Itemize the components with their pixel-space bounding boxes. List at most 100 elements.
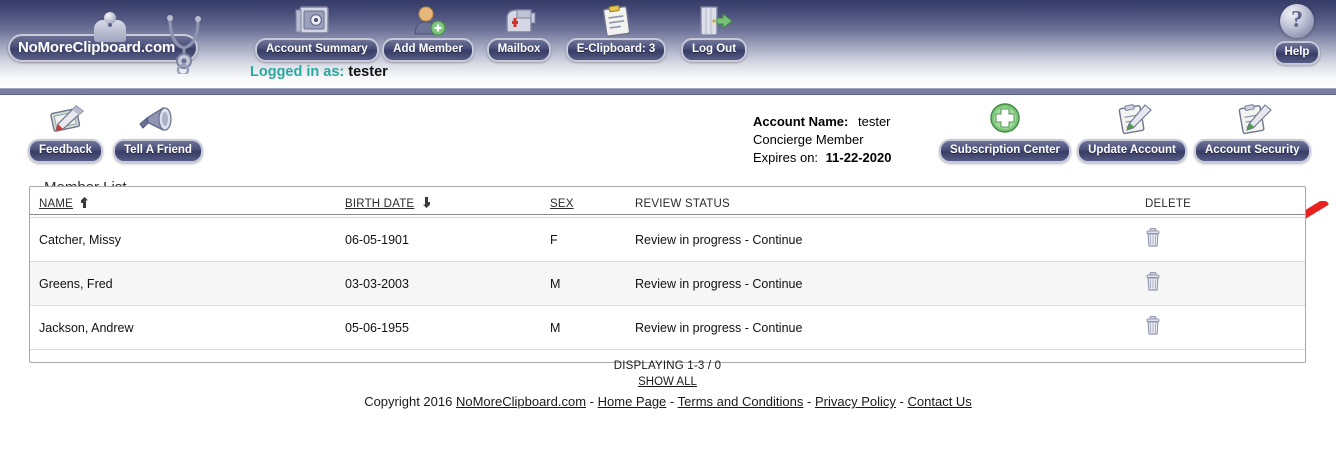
footer-link-home-page[interactable]: Home Page: [597, 394, 667, 409]
update-account-label[interactable]: Update Account: [1077, 139, 1187, 163]
cell-name: Catcher, Missy: [30, 217, 345, 262]
member-list-table: NAME BIRTH DATE SEX: [30, 187, 1305, 350]
displaying-count: DISPLAYING 1-3 / 0: [613, 360, 722, 372]
logged-in-prefix: Logged in as:: [250, 64, 345, 80]
feedback-label[interactable]: Feedback: [28, 139, 104, 163]
cell-birth-date: 03-03-2003: [345, 261, 550, 306]
member-list-panel: NAME BIRTH DATE SEX: [29, 186, 1306, 388]
footer-separator: -: [807, 394, 812, 409]
clipboard-pen-icon: [1229, 102, 1275, 136]
help-button[interactable]: ? Help: [1266, 4, 1328, 65]
safe-icon: [292, 4, 336, 38]
header-banner: [0, 0, 1336, 88]
subscription-center-label[interactable]: Subscription Center: [939, 139, 1071, 163]
cell-delete: [1135, 217, 1305, 262]
cell-delete: [1135, 305, 1305, 350]
membership-level: Concierge Member: [753, 132, 864, 147]
trash-icon[interactable]: [1145, 272, 1161, 292]
add-person-icon: [406, 4, 450, 38]
nav-item-mailbox[interactable]: Mailbox: [483, 4, 555, 62]
trash-icon[interactable]: [1145, 316, 1161, 336]
cell-sex: F: [550, 217, 635, 262]
footer-separator: -: [589, 394, 595, 409]
footer-link-terms-and-conditions[interactable]: Terms and Conditions: [677, 394, 804, 409]
account-name-value: tester: [857, 114, 891, 129]
feedback-pencil-icon: [42, 102, 88, 136]
column-header-sex[interactable]: SEX: [550, 187, 635, 215]
account-security-label[interactable]: Account Security: [1194, 139, 1311, 163]
tell-a-friend-button[interactable]: Tell A Friend: [110, 102, 206, 163]
table-row: Greens, Fred 03-03-2003 M Review in prog…: [30, 261, 1305, 306]
page-footer: Copyright 2016 NoMoreClipboard.com - Hom…: [0, 394, 1336, 409]
nav-item-add-member[interactable]: Add Member: [381, 4, 475, 62]
account-name-label: Account Name:: [753, 114, 849, 129]
nav-item-e-clipboard[interactable]: E-Clipboard: 3: [563, 4, 669, 62]
cell-review-status[interactable]: Review in progress - Continue: [635, 217, 1135, 262]
header-rule: [30, 214, 1305, 218]
nav-item-account-summary[interactable]: Account Summary: [255, 4, 379, 62]
megaphone-icon: [135, 102, 181, 136]
action-toolbar: Feedback Tell A Friend Account Name: tes…: [0, 98, 1336, 237]
logo-text: NoMoreClipboard.com: [18, 39, 176, 56]
nav-label-add-member[interactable]: Add Member: [382, 38, 474, 62]
nav-label-mailbox[interactable]: Mailbox: [486, 38, 552, 62]
column-header-review-status-label: REVIEW STATUS: [635, 197, 730, 210]
clipboard-pen-icon: [1109, 102, 1155, 136]
show-all-link[interactable]: SHOW ALL: [638, 376, 697, 388]
site-logo[interactable]: NoMoreClipboard.com: [8, 12, 218, 74]
header-divider: [0, 88, 1336, 95]
table-header-row: NAME BIRTH DATE SEX: [30, 187, 1305, 215]
help-label[interactable]: Help: [1273, 41, 1321, 65]
question-mark-icon: ?: [1280, 4, 1314, 38]
logged-in-username: tester: [348, 64, 388, 80]
column-header-name[interactable]: NAME: [30, 187, 345, 215]
column-header-name-label: NAME: [39, 198, 74, 210]
column-header-birth-date[interactable]: BIRTH DATE: [345, 187, 550, 215]
expires-label: Expires on:: [753, 150, 819, 165]
column-header-review-status: REVIEW STATUS: [635, 187, 1135, 215]
trash-icon[interactable]: [1145, 228, 1161, 248]
clipboard-clip-icon: [86, 12, 134, 42]
footer-separator: -: [669, 394, 675, 409]
column-header-delete: DELETE: [1135, 187, 1305, 215]
pagination-bar: DISPLAYING 1-3 / 0 SHOW ALL: [30, 350, 1305, 396]
nav-label-e-clipboard[interactable]: E-Clipboard: 3: [565, 38, 667, 62]
table-row: Catcher, Missy 06-05-1901 F Review in pr…: [30, 217, 1305, 262]
cell-name: Jackson, Andrew: [30, 305, 345, 350]
cell-sex: M: [550, 305, 635, 350]
nav-item-log-out[interactable]: Log Out: [677, 4, 751, 62]
cell-sex: M: [550, 261, 635, 306]
column-header-sex-label: SEX: [550, 197, 574, 210]
account-security-button[interactable]: Account Security: [1194, 102, 1311, 163]
account-info-block: Account Name: tester Concierge Member Ex…: [753, 113, 891, 167]
tell-a-friend-label[interactable]: Tell A Friend: [113, 139, 203, 163]
green-plus-icon: [982, 102, 1028, 136]
expires-value: 11-22-2020: [825, 150, 892, 165]
copyright-text: Copyright 2016: [364, 394, 453, 409]
cell-birth-date: 06-05-1901: [345, 217, 550, 262]
exit-door-icon: [692, 4, 736, 38]
cell-delete: [1135, 261, 1305, 306]
sort-ascending-icon[interactable]: [80, 197, 89, 208]
footer-link-contact-us[interactable]: Contact Us: [907, 394, 972, 409]
column-header-delete-label: DELETE: [1145, 197, 1191, 210]
nav-label-log-out[interactable]: Log Out: [680, 38, 748, 62]
nav-label-account-summary[interactable]: Account Summary: [255, 38, 379, 62]
sort-descending-icon[interactable]: [422, 197, 431, 208]
cell-review-status[interactable]: Review in progress - Continue: [635, 305, 1135, 350]
update-account-button[interactable]: Update Account: [1077, 102, 1187, 163]
footer-link-nomoreclipboard[interactable]: NoMoreClipboard.com: [455, 394, 587, 409]
subscription-center-button[interactable]: Subscription Center: [938, 102, 1072, 163]
stethoscope-icon: [167, 15, 201, 74]
mailbox-icon: [497, 4, 541, 38]
footer-separator: -: [899, 394, 904, 409]
footer-link-privacy-policy[interactable]: Privacy Policy: [814, 394, 896, 409]
column-header-birth-date-label: BIRTH DATE: [345, 198, 415, 210]
clipboard-icon: [594, 4, 638, 38]
cell-name: Greens, Fred: [30, 261, 345, 306]
feedback-button[interactable]: Feedback: [28, 102, 104, 163]
cell-review-status[interactable]: Review in progress - Continue: [635, 261, 1135, 306]
cell-birth-date: 05-06-1955: [345, 305, 550, 350]
logged-in-status: Logged in as: tester: [250, 64, 388, 80]
